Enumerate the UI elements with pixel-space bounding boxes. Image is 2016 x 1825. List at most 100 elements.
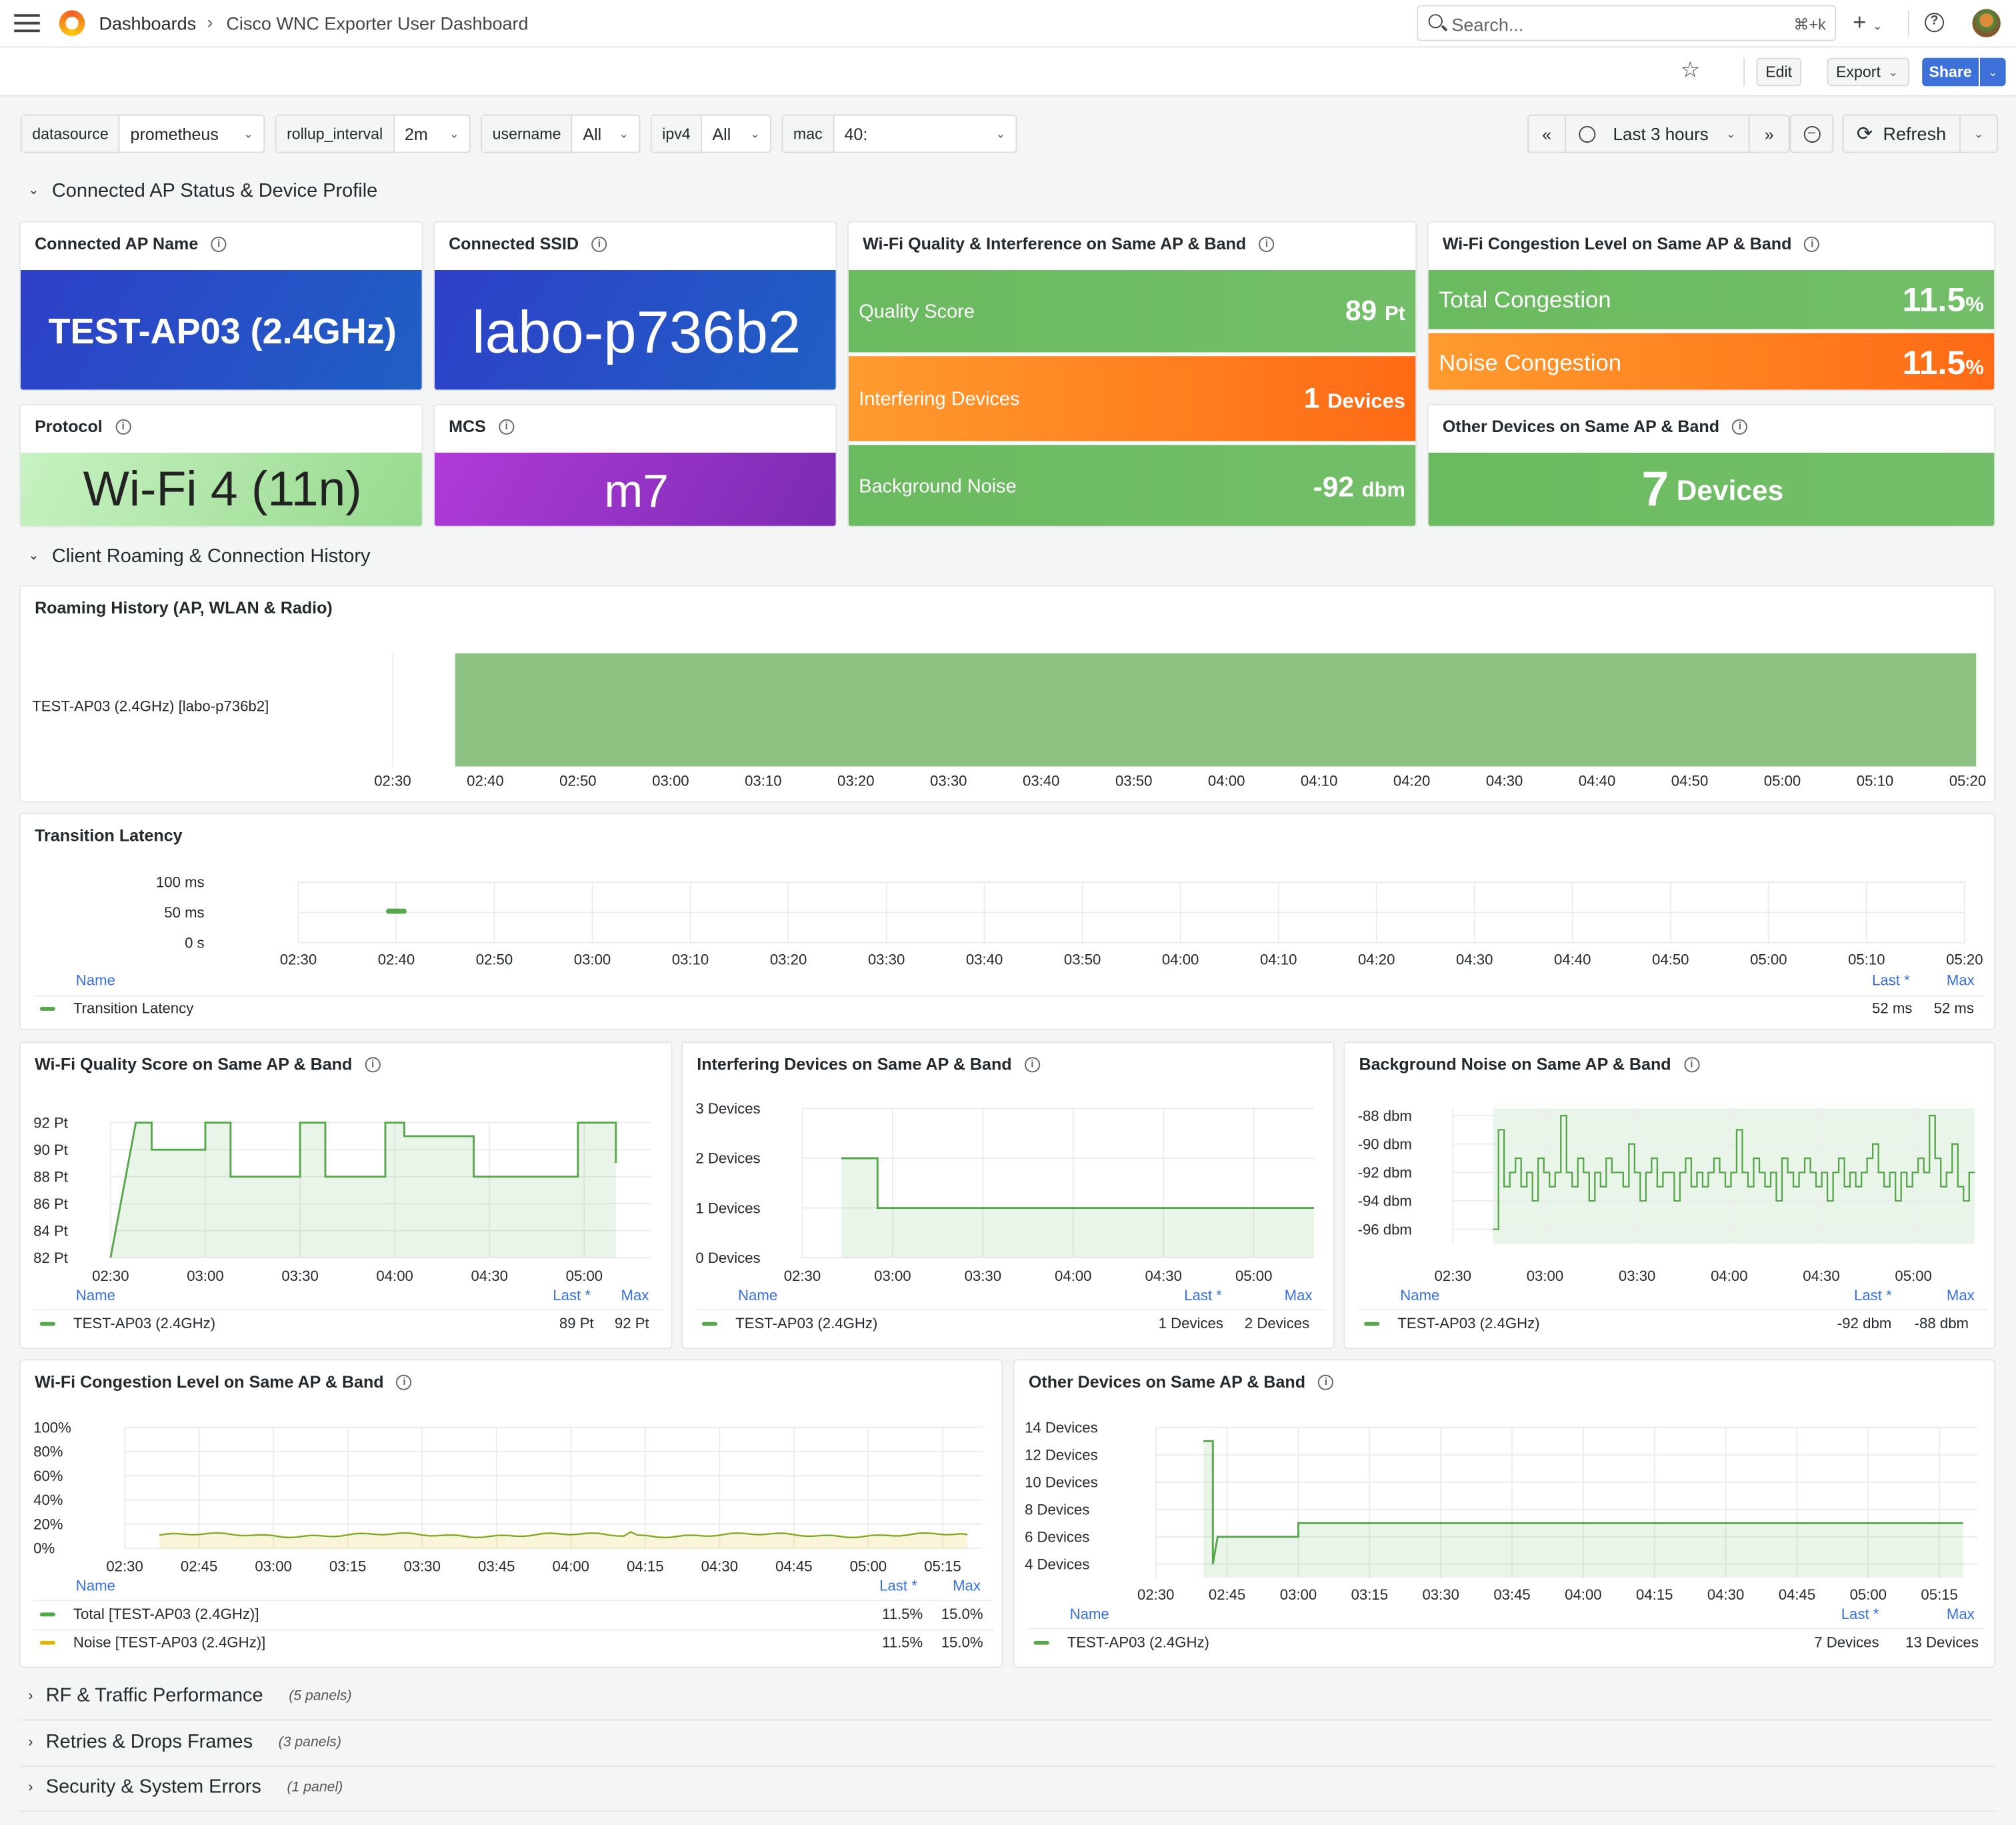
- info-icon[interactable]: i: [1318, 1374, 1334, 1390]
- series-area: [159, 1532, 968, 1548]
- zoom-out-button[interactable]: –: [1789, 114, 1834, 153]
- latency-chart[interactable]: 100 ms 50 ms 0 s 02:30 02:40 02:50 03:00 03:10 0…: [21, 814, 1995, 1030]
- user-avatar[interactable]: [1972, 9, 2001, 37]
- stat-interfering-devices: Interfering Devices 1 Devices: [848, 356, 1416, 441]
- row-header-roaming[interactable]: ⌄ Client Roaming & Connection History: [28, 545, 371, 567]
- legend-series[interactable]: TEST-AP03 (2.4GHz): [1033, 1636, 1209, 1651]
- variable-label: rollup_interval: [276, 115, 395, 152]
- legend-last-header[interactable]: Last *: [1841, 1607, 1879, 1623]
- time-shift-back-button[interactable]: «: [1527, 114, 1566, 153]
- legend-series[interactable]: TEST-AP03 (2.4GHz): [701, 1317, 877, 1332]
- export-button[interactable]: Export ⌄: [1827, 57, 1909, 87]
- legend-max: 2 Devices: [1244, 1316, 1310, 1332]
- search-input[interactable]: Search... ⌘+k: [1417, 5, 1836, 41]
- time-shift-forward-button[interactable]: »: [1748, 114, 1790, 153]
- edit-button[interactable]: Edit: [1756, 57, 1801, 87]
- legend-name-header[interactable]: Name: [75, 1288, 115, 1304]
- info-icon[interactable]: i: [1804, 235, 1820, 252]
- legend-series[interactable]: Transition Latency: [39, 1002, 194, 1017]
- legend-max-header[interactable]: Max: [1284, 1288, 1313, 1304]
- panel-congestion-chart[interactable]: Wi-Fi Congestion Level on Same AP & Band…: [19, 1359, 1003, 1668]
- refresh-interval-button[interactable]: ⌄: [1959, 114, 1998, 153]
- legend-last-header[interactable]: Last *: [1853, 1288, 1892, 1304]
- legend-max-header[interactable]: Max: [621, 1288, 649, 1304]
- quality-score-chart[interactable]: 92 Pt 90 Pt 88 Pt 86 Pt 84 Pt 82 Pt 02:30 03:00…: [21, 1043, 673, 1349]
- info-icon[interactable]: i: [396, 1374, 413, 1390]
- variable-ipv4[interactable]: ipv4 All ⌄: [650, 114, 772, 153]
- help-icon[interactable]: ?: [1925, 13, 1944, 33]
- row-header-security-errors[interactable]: › Security & System Errors (1 panel): [28, 1776, 343, 1798]
- panel-protocol[interactable]: Protocol i Wi-Fi 4 (11n): [19, 403, 423, 527]
- refresh-button[interactable]: ⟳ Refresh: [1842, 114, 1961, 153]
- legend-series[interactable]: TEST-AP03 (2.4GHz): [1364, 1317, 1540, 1332]
- panel-other-devices-chart[interactable]: Other Devices on Same AP & Band i 14 Devi…: [1013, 1359, 1996, 1668]
- add-new-button[interactable]: + ⌄: [1853, 9, 1883, 35]
- time-range-picker[interactable]: Last 3 hours ⌄: [1565, 114, 1750, 153]
- legend-name-header[interactable]: Name: [75, 973, 115, 990]
- info-icon[interactable]: i: [1732, 418, 1748, 434]
- x-tick-label: 03:00: [187, 1268, 223, 1284]
- divider: [1743, 57, 1745, 87]
- info-icon[interactable]: i: [365, 1056, 381, 1072]
- panel-connected-ap-name[interactable]: Connected AP Name i TEST-AP03 (2.4GHz): [19, 221, 423, 391]
- panel-connected-ssid[interactable]: Connected SSID i labo-p736b2: [433, 221, 837, 391]
- x-tick-label: 04:30: [1707, 1586, 1744, 1603]
- legend-last-header[interactable]: Last *: [879, 1579, 917, 1595]
- grafana-logo-icon[interactable]: [59, 10, 85, 36]
- info-icon[interactable]: i: [499, 418, 515, 434]
- legend-name-header[interactable]: Name: [75, 1579, 115, 1595]
- x-tick-label: 03:30: [965, 1268, 1001, 1284]
- row-header-rf-traffic[interactable]: › RF & Traffic Performance (5 panels): [28, 1684, 352, 1707]
- legend-max-header[interactable]: Max: [1946, 1288, 1975, 1304]
- background-noise-chart[interactable]: -88 dbm -90 dbm -92 dbm -94 dbm -96 dbm 02:30…: [1345, 1043, 1995, 1349]
- x-tick-label: 02:30: [1435, 1268, 1471, 1284]
- roaming-state-bar[interactable]: [455, 653, 1977, 767]
- hamburger-menu-icon[interactable]: [14, 14, 40, 33]
- star-icon[interactable]: ☆: [1680, 57, 1701, 83]
- row-header-retries-drops[interactable]: › Retries & Drops Frames (3 panels): [28, 1730, 341, 1753]
- panel-roaming-history[interactable]: Roaming History (AP, WLAN & Radio) TEST-…: [19, 585, 1996, 803]
- variable-username[interactable]: username All ⌄: [481, 114, 641, 153]
- panel-quality-score-chart[interactable]: Wi-Fi Quality Score on Same AP & Band i 9…: [19, 1042, 673, 1350]
- info-icon[interactable]: i: [211, 235, 227, 252]
- variable-rollup-interval[interactable]: rollup_interval 2m ⌄: [275, 114, 471, 153]
- interfering-devices-chart[interactable]: 3 Devices 2 Devices 1 Devices 0 Devices 02:3…: [683, 1043, 1335, 1349]
- legend-name-header[interactable]: Name: [1069, 1607, 1109, 1623]
- other-devices-chart[interactable]: 14 Devices 12 Devices 10 Devices 8 Devices 6…: [1015, 1360, 1995, 1668]
- panel-mcs[interactable]: MCS i m7: [433, 403, 837, 527]
- legend-series-total[interactable]: Total [TEST-AP03 (2.4GHz)]: [39, 1608, 259, 1623]
- share-options-button[interactable]: ⌄: [1979, 57, 2006, 87]
- legend-series-noise[interactable]: Noise [TEST-AP03 (2.4GHz)]: [39, 1636, 266, 1651]
- chevron-right-icon: ›: [28, 1734, 33, 1750]
- legend-last-header[interactable]: Last *: [1184, 1288, 1222, 1304]
- chevron-down-icon: ⌄: [449, 126, 459, 140]
- congestion-chart[interactable]: 100% 80% 60% 40% 20% 0% 02:30 02:45 03:00 03:15 03…: [21, 1360, 1003, 1668]
- panel-wifi-congestion-stat[interactable]: Wi-Fi Congestion Level on Same AP & Band…: [1427, 221, 1996, 391]
- panel-transition-latency[interactable]: Transition Latency 100 ms 50 ms 0 s 02:30 02…: [19, 812, 1996, 1030]
- panel-wifi-quality-interference[interactable]: Wi-Fi Quality & Interference on Same AP …: [847, 221, 1417, 527]
- series-line: [1203, 1440, 1963, 1565]
- legend-max-header[interactable]: Max: [1946, 1607, 1975, 1623]
- legend-last-header[interactable]: Last *: [553, 1288, 591, 1304]
- panel-background-noise-chart[interactable]: Background Noise on Same AP & Band i -88 …: [1343, 1042, 1996, 1350]
- panel-interfering-devices-chart[interactable]: Interfering Devices on Same AP & Band i 3…: [681, 1042, 1335, 1350]
- variable-datasource[interactable]: datasource prometheus ⌄: [20, 114, 265, 153]
- breadcrumb-dashboards[interactable]: Dashboards: [99, 13, 197, 34]
- legend-max-header[interactable]: Max: [1946, 973, 1975, 990]
- info-icon[interactable]: i: [1024, 1056, 1041, 1072]
- info-icon[interactable]: i: [115, 418, 131, 434]
- info-icon[interactable]: i: [1259, 235, 1275, 252]
- info-icon[interactable]: i: [1683, 1056, 1700, 1072]
- legend-name-header[interactable]: Name: [737, 1288, 778, 1304]
- info-icon[interactable]: i: [591, 235, 607, 252]
- legend-series[interactable]: TEST-AP03 (2.4GHz): [39, 1317, 215, 1332]
- series-area: [110, 1122, 616, 1258]
- legend-name-header[interactable]: Name: [1400, 1288, 1440, 1304]
- share-button[interactable]: Share: [1922, 57, 1979, 87]
- x-tick-label: 03:30: [868, 951, 905, 968]
- variable-mac[interactable]: mac 40: ⌄: [781, 114, 1017, 153]
- row-header-ap-status[interactable]: ⌄ Connected AP Status & Device Profile: [28, 179, 378, 202]
- legend-last-header[interactable]: Last *: [1871, 973, 1910, 990]
- panel-other-devices-stat[interactable]: Other Devices on Same AP & Band i 7 Device…: [1427, 403, 1996, 527]
- legend-max-header[interactable]: Max: [953, 1579, 981, 1595]
